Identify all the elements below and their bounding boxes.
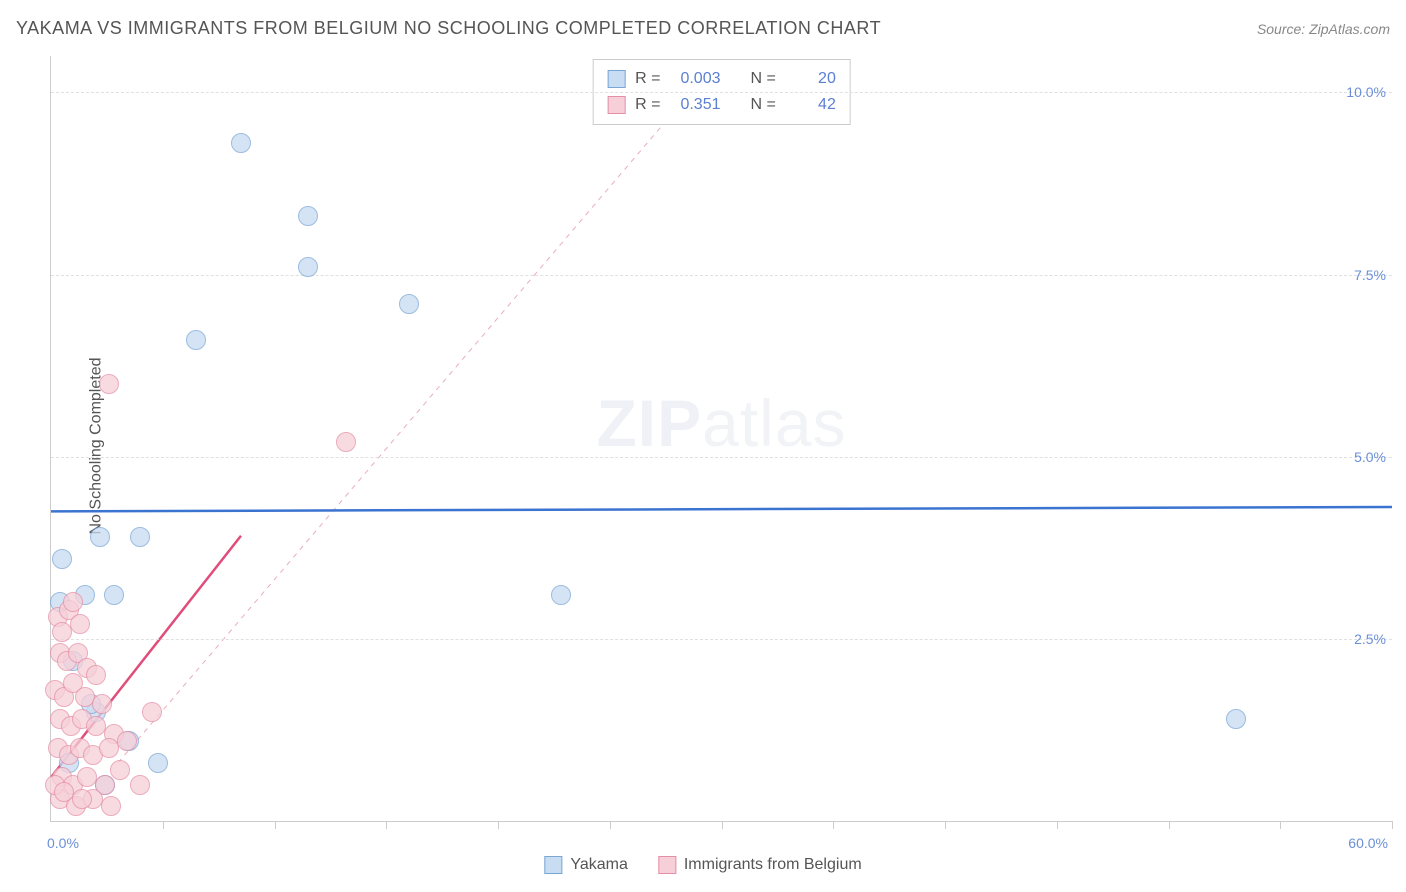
trend-lines: [51, 56, 1392, 821]
scatter-plot: ZIPatlas R =0.003N =20R =0.351N =42 2.5%…: [50, 56, 1392, 822]
y-tick-label: 5.0%: [1354, 449, 1386, 465]
data-point-belgium: [70, 614, 90, 634]
data-point-yakama: [186, 330, 206, 350]
data-point-yakama: [399, 294, 419, 314]
stats-row-yakama: R =0.003N =20: [607, 66, 836, 92]
y-tick-label: 10.0%: [1346, 84, 1386, 100]
legend-item-belgium: Immigrants from Belgium: [658, 856, 862, 874]
data-point-yakama: [104, 585, 124, 605]
data-point-belgium: [72, 789, 92, 809]
data-point-yakama: [52, 549, 72, 569]
data-point-belgium: [101, 796, 121, 816]
data-point-belgium: [63, 592, 83, 612]
data-point-belgium: [86, 665, 106, 685]
x-tick: [945, 821, 946, 829]
x-tick: [1057, 821, 1058, 829]
x-tick: [1392, 821, 1393, 829]
legend-item-yakama: Yakama: [544, 856, 628, 874]
data-point-yakama: [298, 206, 318, 226]
data-point-yakama: [90, 527, 110, 547]
x-tick: [722, 821, 723, 829]
data-point-belgium: [142, 702, 162, 722]
x-tick: [610, 821, 611, 829]
gridline: [51, 275, 1392, 276]
x-tick: [833, 821, 834, 829]
data-point-yakama: [551, 585, 571, 605]
x-tick-label: 60.0%: [1348, 835, 1388, 851]
chart-title: YAKAMA VS IMMIGRANTS FROM BELGIUM NO SCH…: [16, 18, 881, 39]
y-tick-label: 2.5%: [1354, 631, 1386, 647]
data-point-belgium: [336, 432, 356, 452]
swatch-yakama: [607, 70, 625, 88]
x-tick: [386, 821, 387, 829]
swatch-belgium: [607, 96, 625, 114]
gridline: [51, 92, 1392, 93]
x-tick: [1280, 821, 1281, 829]
data-point-belgium: [117, 731, 137, 751]
swatch-yakama: [544, 856, 562, 874]
source-attribution: Source: ZipAtlas.com: [1257, 21, 1390, 37]
data-point-yakama: [231, 133, 251, 153]
series-legend: Yakama Immigrants from Belgium: [544, 856, 861, 874]
data-point-belgium: [99, 374, 119, 394]
x-tick: [1169, 821, 1170, 829]
y-tick-label: 7.5%: [1354, 267, 1386, 283]
gridline: [51, 457, 1392, 458]
data-point-belgium: [130, 775, 150, 795]
watermark: ZIPatlas: [596, 385, 846, 461]
x-tick: [163, 821, 164, 829]
x-tick-label: 0.0%: [47, 835, 79, 851]
data-point-yakama: [298, 257, 318, 277]
x-tick: [498, 821, 499, 829]
data-point-yakama: [130, 527, 150, 547]
data-point-yakama: [1226, 709, 1246, 729]
stats-row-belgium: R =0.351N =42: [607, 92, 836, 118]
x-tick: [275, 821, 276, 829]
gridline: [51, 639, 1392, 640]
data-point-yakama: [148, 753, 168, 773]
data-point-belgium: [92, 694, 112, 714]
swatch-belgium: [658, 856, 676, 874]
data-point-belgium: [110, 760, 130, 780]
